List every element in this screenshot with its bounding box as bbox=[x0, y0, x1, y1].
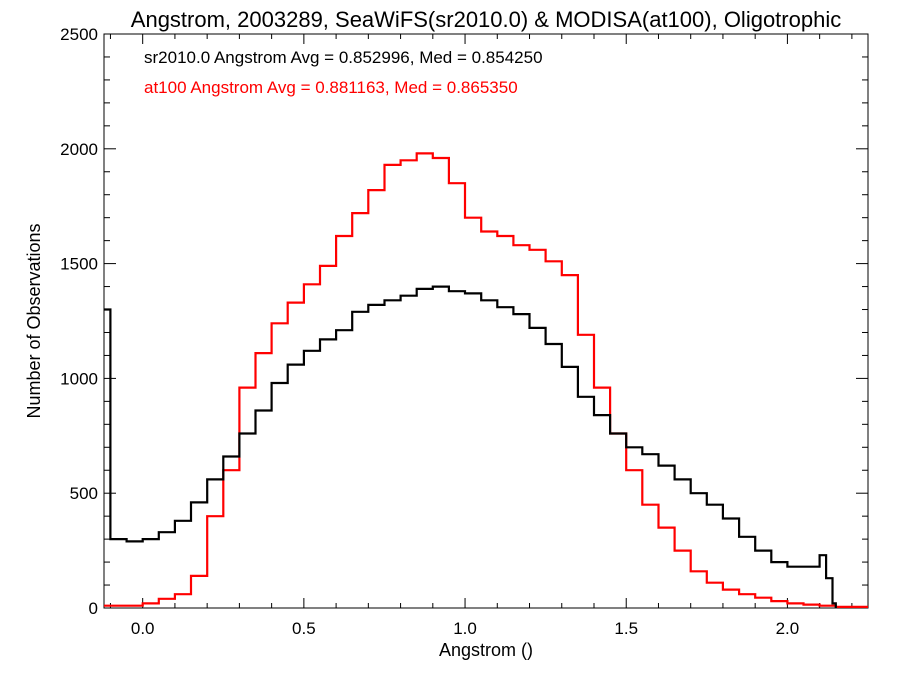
y-tick-label: 2000 bbox=[60, 140, 98, 159]
y-tick-label: 500 bbox=[70, 484, 98, 503]
y-tick-label: 1500 bbox=[60, 255, 98, 274]
series-line-sr2010 bbox=[104, 285, 837, 608]
y-tick-label: 0 bbox=[89, 599, 98, 618]
annotation-sr2010: sr2010.0 Angstrom Avg = 0.852996, Med = … bbox=[144, 48, 543, 67]
x-tick-label: 0.5 bbox=[292, 619, 316, 638]
x-tick-label: 0.0 bbox=[131, 619, 155, 638]
plot-frame bbox=[103, 33, 869, 609]
annotation-at100: at100 Angstrom Avg = 0.881163, Med = 0.8… bbox=[144, 78, 518, 97]
x-tick-label: 2.0 bbox=[776, 619, 800, 638]
x-tick-label: 1.0 bbox=[453, 619, 477, 638]
x-axis-title: Angstrom () bbox=[439, 640, 533, 660]
y-axis-title: Number of Observations bbox=[24, 223, 44, 418]
plot-area: 0.0 0.5 1.0 1.5 2.0 0 500 1000 1500 2000 2500 bbox=[60, 25, 869, 638]
y-tick-label: 1000 bbox=[60, 369, 98, 388]
chart-title: Angstrom, 2003289, SeaWiFS(sr2010.0) & M… bbox=[131, 7, 841, 32]
series-line-at100 bbox=[104, 152, 868, 608]
x-tick-label: 1.5 bbox=[614, 619, 638, 638]
y-tick-label: 2500 bbox=[60, 25, 98, 44]
